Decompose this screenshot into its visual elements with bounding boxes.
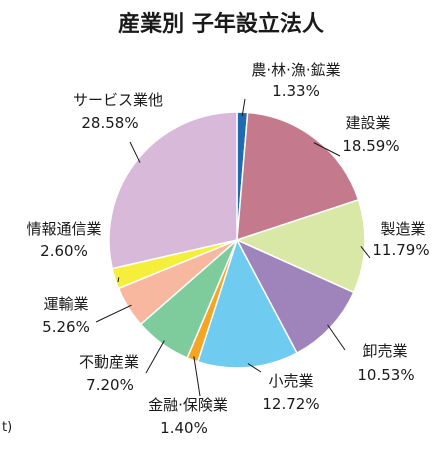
label-leader-lines xyxy=(95,98,371,397)
pie-slice-4 xyxy=(235,238,355,355)
slice-label-value-9: 2.60% xyxy=(40,242,88,260)
leader-line-9 xyxy=(117,277,120,283)
slice-label-name-2: 建設業 xyxy=(345,114,390,132)
slice-labels: 農·林·漁·鉱業 1.33% 建設業 18.59% 製造業 11.79% 卸売業 10.53%… xyxy=(26,61,429,437)
source-fragment: t) xyxy=(2,420,12,435)
slice-label-name-7: 不動産業 xyxy=(79,353,139,371)
pie-slice-5 xyxy=(196,238,298,369)
leader-line-7 xyxy=(145,340,165,374)
slice-label-name-9: 情報通信業 xyxy=(26,220,101,238)
pie-slice-2 xyxy=(236,111,360,242)
leader-line-8 xyxy=(95,304,132,323)
slice-label-name-1: 農·林·漁·鉱業 xyxy=(251,61,340,79)
chart-title: 産業別 子年設立法人 xyxy=(118,11,324,37)
slice-label-value-5: 12.72% xyxy=(262,395,319,413)
slice-label-value-7: 7.20% xyxy=(86,376,134,394)
leader-line-1 xyxy=(241,98,246,117)
slice-label-value-4: 10.53% xyxy=(357,366,414,384)
pie-slice-3 xyxy=(234,198,366,294)
slice-label-name-4: 卸売業 xyxy=(362,342,407,360)
pie-slices xyxy=(108,111,366,369)
slice-label-name-3: 製造業 xyxy=(380,220,425,238)
slice-label-value-2: 18.59% xyxy=(342,137,399,155)
slice-label-value-6: 1.40% xyxy=(160,419,208,437)
slice-label-name-8: 運輸業 xyxy=(43,295,88,313)
leader-line-6 xyxy=(193,356,201,397)
slice-label-value-1: 1.33% xyxy=(272,82,320,100)
slice-label-name-5: 小売業 xyxy=(268,372,313,390)
pie-slice-10 xyxy=(108,111,238,270)
slice-label-value-10: 28.58% xyxy=(81,114,138,132)
leader-line-10 xyxy=(129,141,141,163)
slice-label-value-3: 11.79% xyxy=(372,241,429,259)
leader-line-3 xyxy=(360,246,371,259)
leader-line-5 xyxy=(247,363,262,373)
slice-label-value-8: 5.26% xyxy=(42,318,90,336)
slice-label-name-10: サービス業他 xyxy=(73,91,163,109)
slice-label-name-6: 金融·保険業 xyxy=(148,396,228,414)
leader-line-4 xyxy=(327,324,346,351)
leader-line-2 xyxy=(313,142,341,157)
